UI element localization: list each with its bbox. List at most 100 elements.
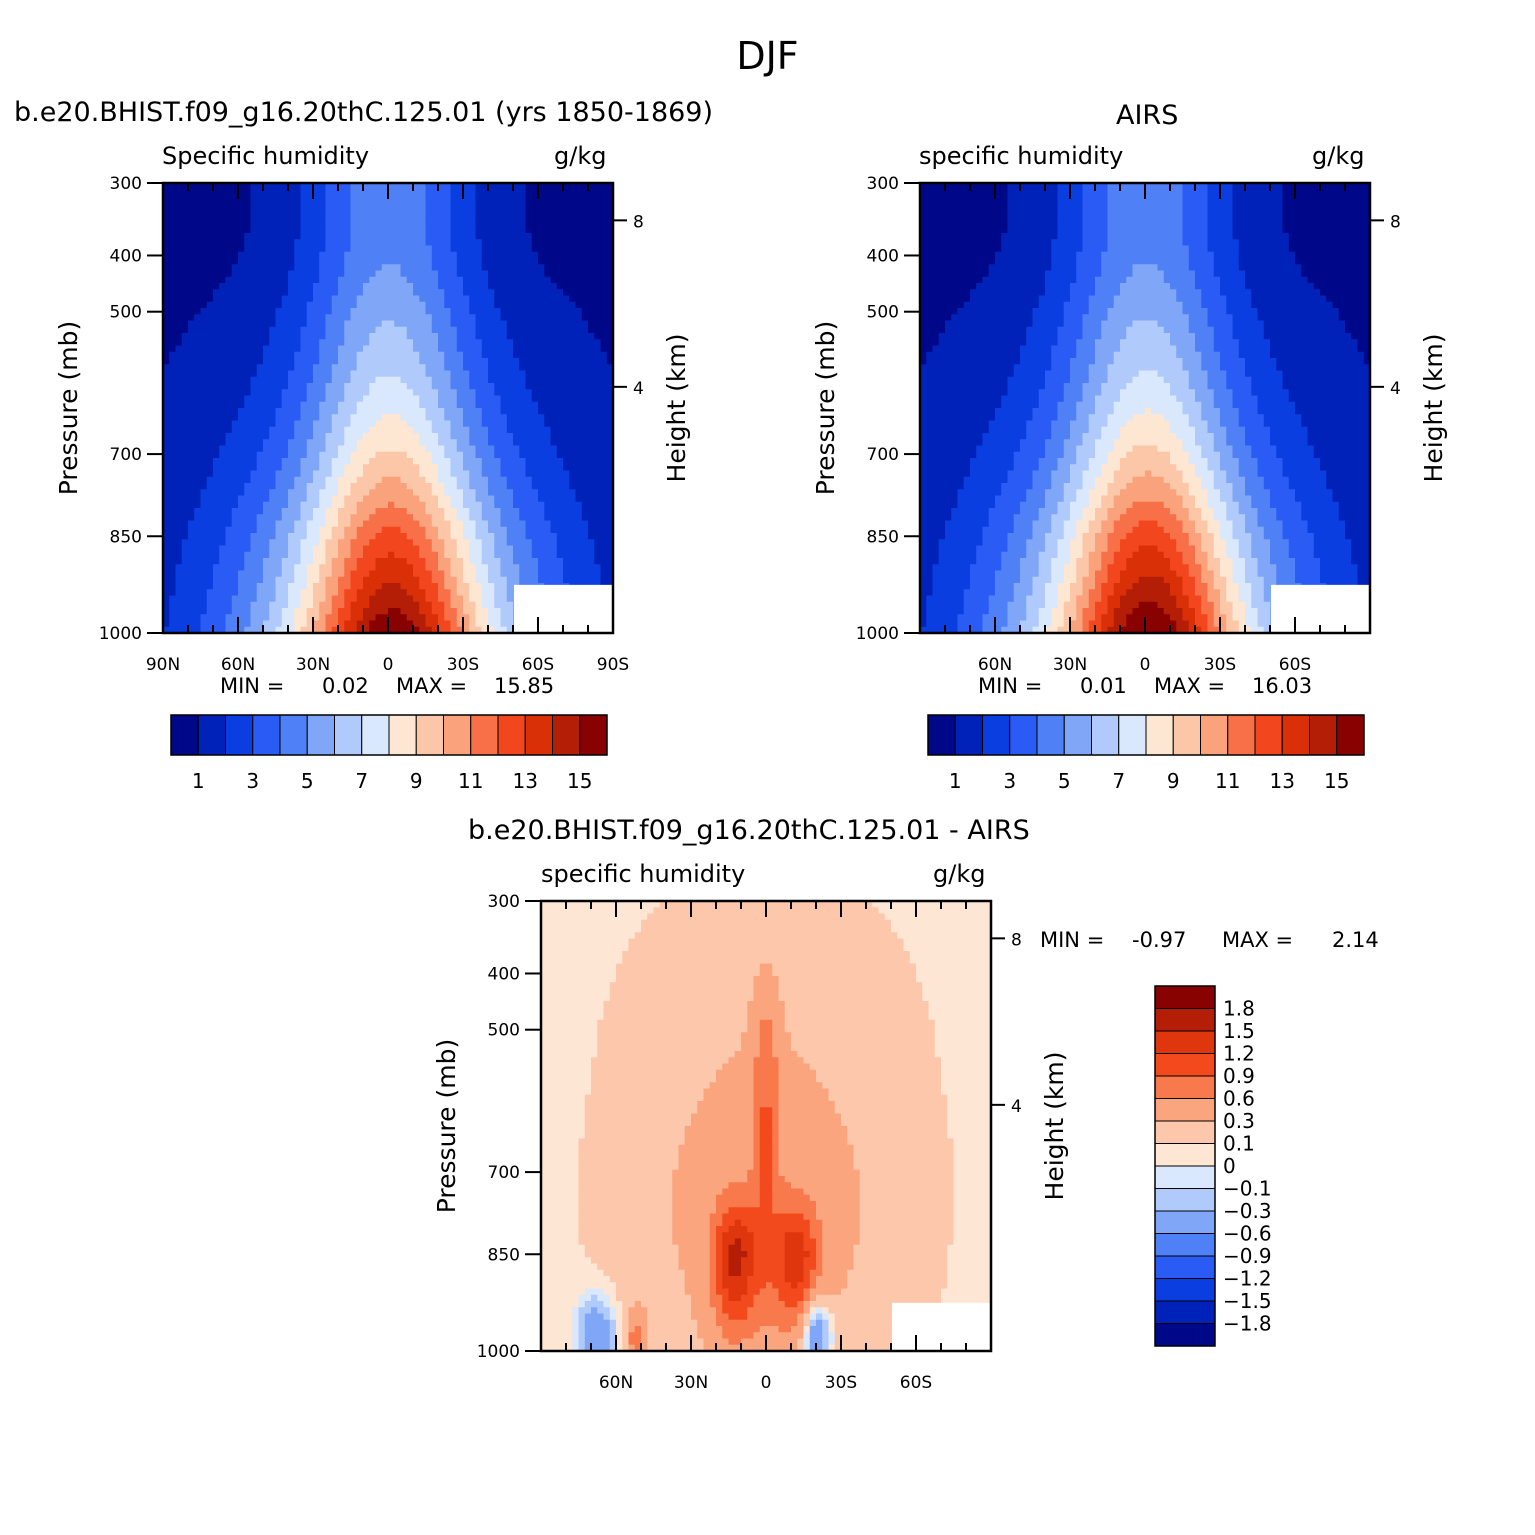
model-contour-cell bbox=[594, 376, 602, 384]
model-contour-cell bbox=[231, 395, 239, 403]
model-contour-cell bbox=[469, 370, 477, 378]
model-contour-cell bbox=[338, 264, 345, 272]
model-contour-cell bbox=[469, 239, 477, 247]
model-contour-cell bbox=[531, 339, 539, 347]
model-contour-cell bbox=[419, 576, 427, 584]
model-contour-cell bbox=[169, 314, 177, 322]
model-contour-cell bbox=[288, 551, 295, 559]
model-contour-cell bbox=[550, 214, 558, 222]
model-contour-cell bbox=[588, 533, 595, 540]
model-contour-cell bbox=[263, 345, 270, 353]
model-contour-cell bbox=[219, 320, 227, 328]
model-contour-cell bbox=[594, 370, 602, 378]
model-contour-cell bbox=[263, 239, 270, 247]
model-contour-cell bbox=[213, 458, 220, 465]
model-contour-cell bbox=[481, 351, 489, 359]
model-contour-cell bbox=[306, 239, 314, 247]
model-contour-cell bbox=[600, 520, 608, 528]
model-contour-cell bbox=[356, 326, 364, 334]
model-contour-cell bbox=[388, 233, 395, 240]
model-contour-cell bbox=[319, 226, 327, 234]
model-contour-cell bbox=[519, 308, 527, 315]
model-contour-cell bbox=[269, 408, 277, 415]
model-contour-cell bbox=[238, 320, 245, 328]
model-contour-cell bbox=[275, 220, 283, 228]
model-contour-cell bbox=[363, 251, 370, 259]
model-contour-cell bbox=[356, 220, 364, 228]
model-contour-cell bbox=[588, 383, 595, 390]
model-contour-cell bbox=[163, 495, 170, 503]
model-contour-cell bbox=[469, 508, 477, 515]
model-contour-cell bbox=[556, 389, 564, 397]
model-contour-cell bbox=[313, 264, 320, 272]
model-contour-cell bbox=[550, 301, 558, 309]
model-contour-cell bbox=[313, 258, 320, 265]
model-contour-cell bbox=[550, 264, 558, 272]
model-contour-cell bbox=[531, 245, 539, 253]
model-contour-cell bbox=[406, 420, 414, 428]
model-contour-cell bbox=[525, 458, 533, 465]
model-contour-cell bbox=[563, 358, 570, 365]
model-contour-cell bbox=[338, 533, 345, 540]
model-contour-cell bbox=[519, 383, 527, 390]
model-contour-cell bbox=[506, 264, 514, 272]
model-contour-cell bbox=[481, 526, 489, 534]
model-contour-cell bbox=[356, 476, 364, 484]
model-contour-cell bbox=[275, 526, 283, 534]
model-contour-cell bbox=[213, 226, 220, 234]
model-contour-cell bbox=[400, 326, 408, 334]
model-contour-cell bbox=[406, 395, 414, 403]
model-contour-cell bbox=[306, 358, 314, 365]
model-contour-cell bbox=[488, 214, 495, 222]
model-contour-cell bbox=[494, 495, 502, 503]
model-contour-cell bbox=[381, 239, 389, 247]
model-contour-cell bbox=[325, 326, 333, 334]
model-contour-cell bbox=[463, 470, 470, 478]
model-contour-cell bbox=[488, 383, 495, 390]
model-contour-cell bbox=[181, 464, 189, 472]
model-contour-cell bbox=[550, 295, 558, 303]
model-contour-cell bbox=[319, 514, 327, 522]
model-contour-cell bbox=[588, 395, 595, 403]
model-contour-cell bbox=[269, 289, 277, 297]
model-contour-cell bbox=[556, 226, 564, 234]
model-contour-cell bbox=[250, 208, 258, 215]
model-contour-cell bbox=[500, 420, 508, 428]
model-contour-cell bbox=[400, 526, 408, 534]
model-contour-cell bbox=[244, 239, 252, 247]
model-contour-cell bbox=[475, 539, 483, 547]
model-contour-cell bbox=[188, 595, 195, 603]
model-contour-cell bbox=[538, 320, 545, 328]
model-contour-cell bbox=[438, 264, 445, 272]
model-contour-cell bbox=[575, 439, 583, 447]
model-contour-cell bbox=[263, 270, 270, 278]
model-contour-cell bbox=[550, 320, 558, 328]
model-contour-cell bbox=[463, 601, 470, 609]
model-contour-cell bbox=[269, 183, 277, 190]
model-contour-cell bbox=[313, 214, 320, 222]
model-contour-cell bbox=[463, 251, 470, 259]
model-contour-cell bbox=[456, 451, 464, 459]
model-contour-cell bbox=[469, 189, 477, 197]
model-contour-cell bbox=[231, 501, 239, 509]
model-contour-cell bbox=[369, 601, 377, 609]
model-contour-cell bbox=[225, 195, 233, 203]
model-contour-cell bbox=[469, 301, 477, 309]
model-contour-cell bbox=[331, 189, 339, 197]
model-contour-cell bbox=[563, 283, 570, 290]
model-contour-cell bbox=[438, 601, 445, 609]
model-contour-cell bbox=[544, 389, 552, 397]
model-contour-cell bbox=[225, 576, 233, 584]
model-contour-cell bbox=[575, 414, 583, 422]
model-contour-cell bbox=[163, 358, 170, 365]
model-contour-cell bbox=[188, 301, 195, 309]
model-contour-cell bbox=[381, 258, 389, 265]
model-contour-cell bbox=[456, 226, 464, 234]
model-contour-cell bbox=[281, 314, 289, 322]
model-contour-cell bbox=[231, 539, 239, 547]
model-contour-cell bbox=[244, 464, 252, 472]
model-contour-cell bbox=[294, 439, 302, 447]
model-contour-cell bbox=[213, 283, 220, 290]
model-contour-cell bbox=[194, 514, 202, 522]
model-contour-cell bbox=[456, 389, 464, 397]
